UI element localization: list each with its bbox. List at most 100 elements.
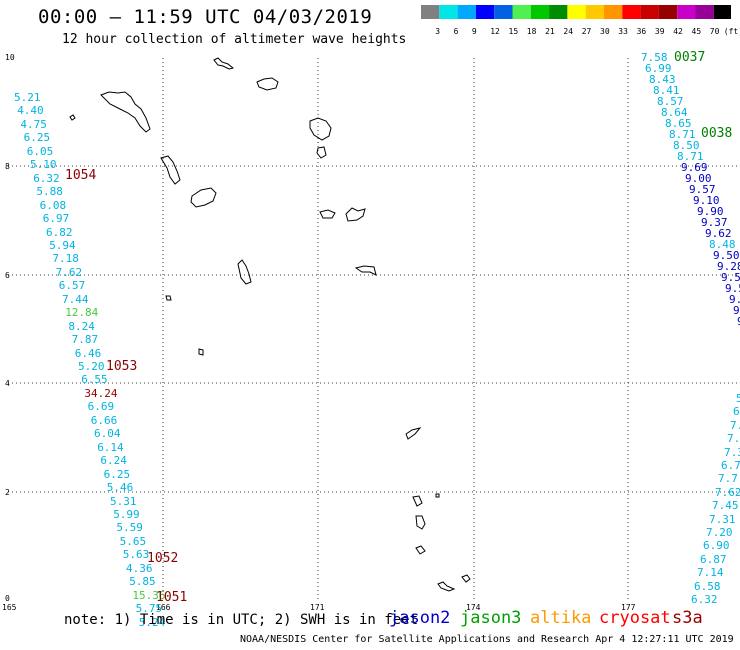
track-value: 6.97 xyxy=(42,212,70,226)
island-shape xyxy=(309,117,332,141)
track-value: 6.25 xyxy=(103,467,131,481)
track-value: 7.4 xyxy=(727,432,740,446)
track-value: 4.36 xyxy=(126,561,153,575)
x-tick-label: 174 xyxy=(466,603,481,612)
track-value: 5.99 xyxy=(113,507,140,521)
track-value: 6.87 xyxy=(700,552,727,566)
track-value: 8.43 xyxy=(649,73,676,86)
track-value: 7.58 xyxy=(641,51,668,64)
track-value: 7.62 xyxy=(55,265,83,279)
colorbar-label: 9 xyxy=(471,27,477,36)
track-value: 6.32 xyxy=(691,593,718,606)
island-shape xyxy=(345,207,366,222)
island-shape xyxy=(354,265,377,276)
colorbar-swatch xyxy=(604,5,623,19)
track-value: 9.5 xyxy=(733,304,740,317)
island-shape xyxy=(461,574,471,583)
colorbar-swatch xyxy=(585,5,604,19)
y-tick-label: 6 xyxy=(5,271,10,280)
track-value: 7. xyxy=(730,418,740,432)
x-tick-label: 177 xyxy=(621,603,636,612)
track-value: 6.08 xyxy=(39,198,67,212)
track-value: 4.75 xyxy=(20,117,47,131)
track-value: 9.54 xyxy=(721,271,740,284)
track-value: 5.75 xyxy=(135,602,163,616)
island-shape xyxy=(237,259,252,285)
colorbar-label: 21 xyxy=(545,27,555,36)
colorbar-swatch xyxy=(494,5,513,19)
track-value: 6.69 xyxy=(87,400,115,414)
footnote: note: 1) Time is in UTC; 2) SWH is in fe… xyxy=(64,612,419,628)
pass-label: 1054 xyxy=(65,168,97,183)
colorbar-swatch xyxy=(421,5,440,19)
track-value: 6.32 xyxy=(33,171,60,185)
island-shape xyxy=(316,146,327,159)
colorbar-swatch xyxy=(549,5,568,19)
track-value: 8.50 xyxy=(673,139,700,152)
island-shape xyxy=(415,515,426,530)
track-value: 8.71 xyxy=(669,128,696,141)
track-value: 8.57 xyxy=(657,95,684,108)
y-tick-label: 10 xyxy=(5,53,15,62)
islands xyxy=(69,57,471,592)
colorbar-swatch xyxy=(677,5,696,19)
track-value: 7.14 xyxy=(697,566,724,580)
track-value: 8.64 xyxy=(661,106,688,119)
island-shape xyxy=(198,348,204,356)
colorbar-label: 6 xyxy=(453,27,459,36)
island-shape xyxy=(435,493,440,498)
track-value: 9.90 xyxy=(697,205,724,218)
pass-label: 0038 xyxy=(701,126,733,141)
colorbar-swatch xyxy=(457,5,476,19)
track-value: 9.50 xyxy=(713,249,740,262)
credit-line: NOAA/NESDIS Center for Satellite Applica… xyxy=(240,634,734,645)
island-shape xyxy=(256,77,279,91)
x-tick-label: 165 xyxy=(2,603,17,612)
track-value: 7.44 xyxy=(62,292,89,306)
track-value: 9.2 xyxy=(729,293,740,306)
colorbar-label: 30 xyxy=(600,27,610,36)
colorbar-label: 27 xyxy=(581,27,592,36)
track-value: 8.65 xyxy=(665,117,692,130)
colorbar-label: 36 xyxy=(636,27,647,36)
colorbar-swatch xyxy=(439,5,458,19)
track-value: 9.10 xyxy=(693,194,720,207)
track-value: 9. xyxy=(737,316,740,327)
track-value: 5.85 xyxy=(129,575,156,589)
track-value: 6.57 xyxy=(58,279,86,293)
track-value: 6.46 xyxy=(74,346,102,360)
colorbar-label: 42 xyxy=(673,27,683,36)
colorbar-label: 3 xyxy=(435,27,441,36)
track-value: 8.48 xyxy=(709,238,736,251)
satellite-name: jason3 xyxy=(460,608,522,628)
island-shape xyxy=(165,295,172,301)
satellite-name: jason2 xyxy=(389,608,451,628)
track-value: 7.18 xyxy=(52,252,79,266)
track-value: 34.24 xyxy=(84,386,118,400)
track-value: 6.55 xyxy=(81,373,108,387)
colorbar-label: 39 xyxy=(654,27,665,36)
track-value: 6.14 xyxy=(97,440,124,454)
colorbar-label: 33 xyxy=(618,27,628,36)
track-value: 5.46 xyxy=(106,481,134,495)
track-value: 5.59 xyxy=(116,521,143,535)
track-value: 7.62 xyxy=(715,485,740,499)
colorbar-swatch xyxy=(567,5,586,19)
x-tick-label: 166 xyxy=(156,603,171,612)
track-value: 5.94 xyxy=(49,238,76,252)
satellite-name: cryosat xyxy=(599,608,671,628)
colorbar-label: 12 xyxy=(490,27,500,36)
island-shape xyxy=(412,495,423,507)
colorbar-label: 15 xyxy=(508,27,519,36)
track-value: 6.58 xyxy=(694,579,721,593)
track-value: 5.10 xyxy=(30,158,57,172)
pass-label: 1053 xyxy=(106,359,138,374)
colorbar-swatch xyxy=(475,5,495,19)
track-value: 9.37 xyxy=(701,216,728,229)
y-tick-label: 0 xyxy=(5,594,10,603)
track-value: 6.04 xyxy=(94,427,121,441)
pass-label: 0037 xyxy=(674,50,706,65)
track-value: 8.71 xyxy=(677,150,704,163)
track-value: 7.3 xyxy=(724,445,740,459)
